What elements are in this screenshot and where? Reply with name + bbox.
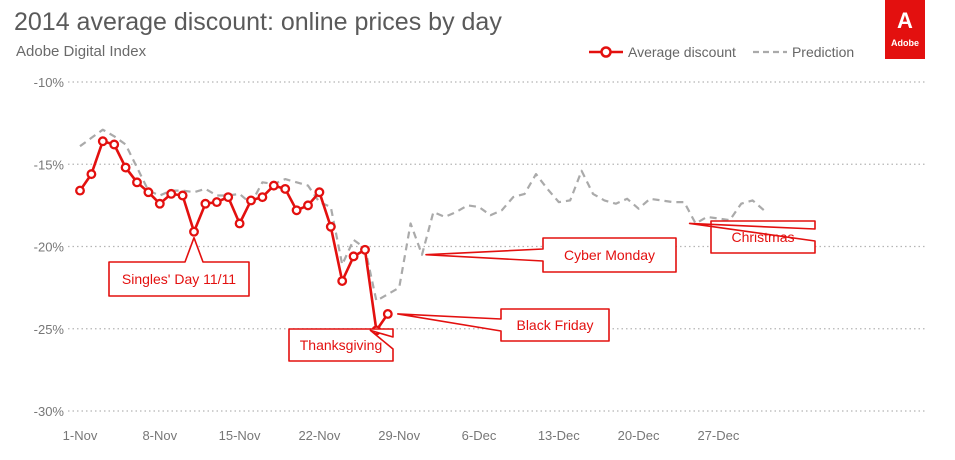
adobe-logo-wordmark: Adobe xyxy=(891,38,919,48)
chart-subtitle: Adobe Digital Index xyxy=(16,43,147,60)
y-tick-label: -10% xyxy=(34,75,65,90)
callout-label-singles-day-11-11: Singles' Day 11/11 xyxy=(122,271,236,287)
x-tick-label: 29-Nov xyxy=(378,428,420,443)
data-point-average-discount xyxy=(348,251,359,262)
data-point-average-discount xyxy=(143,187,154,198)
data-point-average-discount xyxy=(291,205,302,216)
chart-title: 2014 average discount: online prices by … xyxy=(14,8,502,36)
y-tick-label: -30% xyxy=(34,404,65,419)
x-tick-label: 1-Nov xyxy=(63,428,98,443)
data-point-average-discount xyxy=(166,188,177,199)
callout-label-thanksgiving: Thanksgiving xyxy=(300,337,383,353)
data-point-average-discount xyxy=(280,183,291,194)
data-point-average-discount xyxy=(337,276,348,286)
data-point-average-discount xyxy=(75,185,85,196)
data-point-average-discount xyxy=(314,187,325,198)
callout-singles-day-11-11 xyxy=(108,236,250,297)
data-point-average-discount xyxy=(268,180,279,191)
data-point-average-discount xyxy=(303,200,313,211)
data-point-average-discount xyxy=(246,195,256,206)
chart-legend: Average discount Prediction xyxy=(588,43,870,61)
data-point-average-discount xyxy=(132,177,142,188)
y-tick-label: -15% xyxy=(34,157,65,172)
data-point-average-discount xyxy=(109,139,120,150)
x-tick-label: 20-Dec xyxy=(618,428,660,443)
y-tick-label: -25% xyxy=(34,322,65,337)
data-point-average-discount xyxy=(86,169,97,180)
data-point-average-discount xyxy=(154,198,165,209)
data-point-average-discount xyxy=(97,136,108,147)
adobe-logo: A Adobe xyxy=(885,0,925,59)
data-point-average-discount xyxy=(257,192,268,203)
data-point-average-discount xyxy=(360,244,370,255)
callout-label-christmas: Christmas xyxy=(731,229,794,245)
callout-christmas xyxy=(688,220,816,254)
legend-item-prediction: Prediction xyxy=(752,44,854,60)
callout-black-friday xyxy=(397,308,610,342)
adobe-logo-mark: A xyxy=(897,8,913,33)
data-point-average-discount xyxy=(211,197,222,208)
data-point-average-discount xyxy=(382,308,393,319)
data-point-average-discount xyxy=(223,192,234,203)
legend-swatch-average-discount xyxy=(589,46,623,58)
data-point-average-discount xyxy=(120,162,131,173)
legend-swatch-prediction xyxy=(752,50,787,54)
series-line-prediction xyxy=(79,128,765,302)
y-tick-label: -20% xyxy=(34,240,65,255)
callout-thanksgiving xyxy=(288,328,394,362)
x-tick-label: 13-Dec xyxy=(538,428,580,443)
legend-label-prediction: Prediction xyxy=(791,44,855,60)
callout-cyber-monday xyxy=(425,237,677,273)
data-point-average-discount xyxy=(189,226,199,237)
data-point-average-discount xyxy=(200,198,211,209)
x-tick-label: 22-Nov xyxy=(298,428,340,443)
legend-label-average-discount: Average discount xyxy=(628,44,736,60)
series-line-average-discount xyxy=(78,139,389,332)
x-tick-label: 8-Nov xyxy=(142,428,177,443)
x-tick-label: 6-Dec xyxy=(462,428,497,443)
data-point-average-discount xyxy=(177,190,188,201)
data-point-average-discount xyxy=(325,221,336,232)
data-point-average-discount xyxy=(234,218,245,229)
callout-label-cyber-monday: Cyber Monday xyxy=(564,247,655,263)
x-tick-label: 27-Dec xyxy=(697,428,739,443)
callout-label-black-friday: Black Friday xyxy=(516,317,593,333)
x-tick-label: 15-Nov xyxy=(219,428,261,443)
legend-item-average-discount: Average discount xyxy=(588,44,736,60)
